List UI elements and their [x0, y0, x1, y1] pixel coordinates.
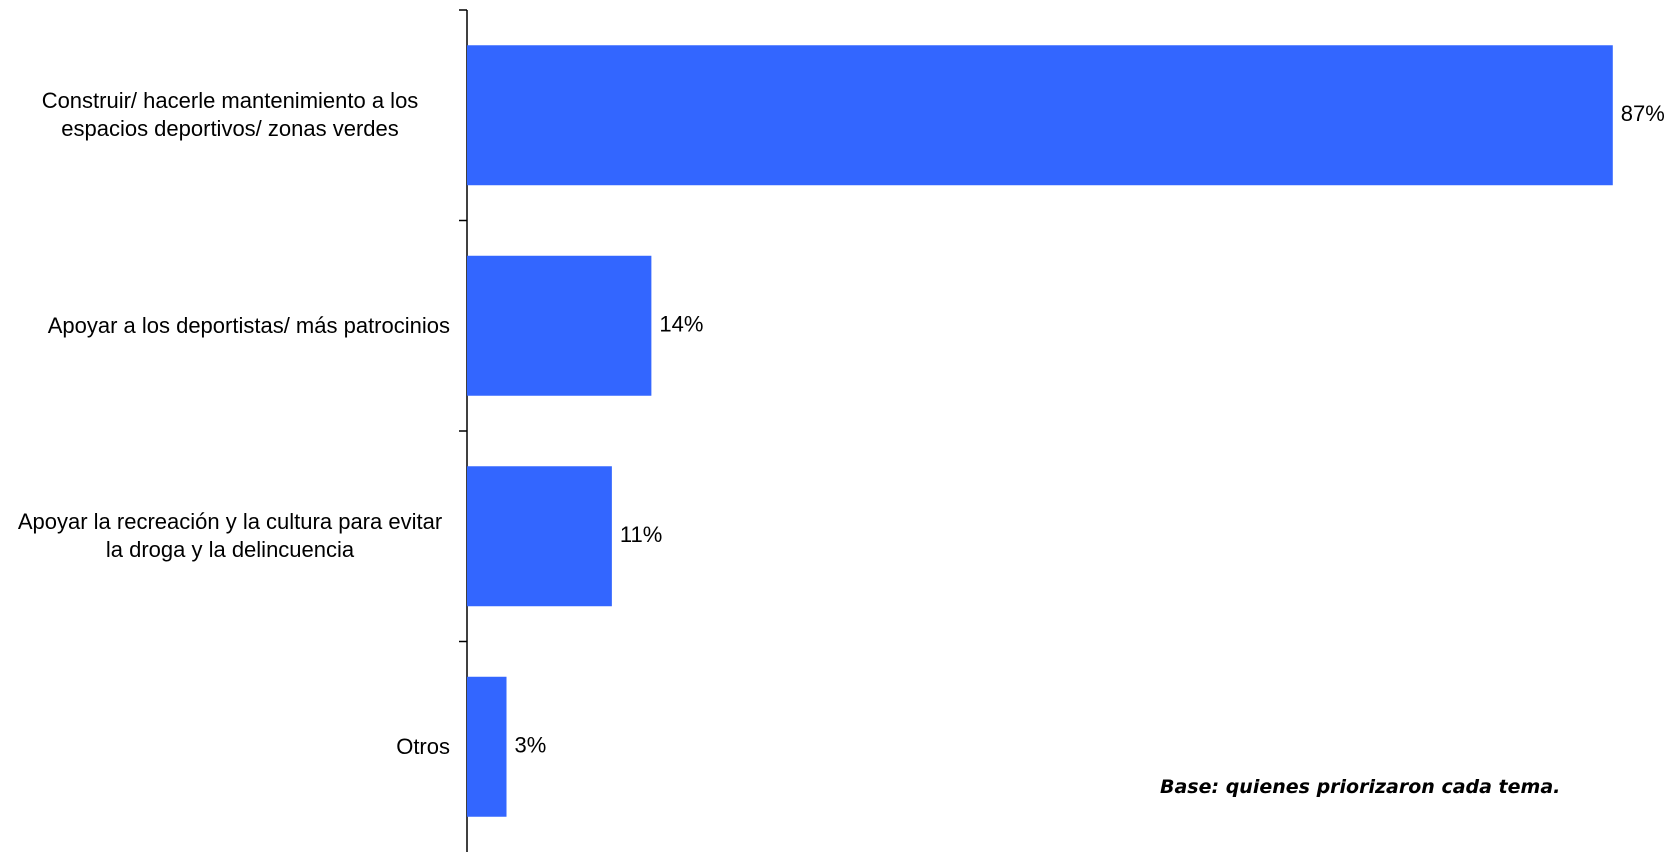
- bar: [467, 466, 612, 607]
- category-label-box: Otros: [0, 733, 450, 761]
- value-label: 11%: [620, 522, 662, 547]
- bar: [467, 676, 507, 817]
- footnote: Base: quienes priorizaron cada tema.: [1160, 776, 1561, 798]
- category-label: Apoyar la recreación y la cultura para e…: [17, 509, 443, 563]
- value-label: 3%: [515, 733, 547, 758]
- category-label-box: Construir/ hacerle mantenimiento a los e…: [0, 87, 450, 143]
- category-label-box: Apoyar la recreación y la cultura para e…: [0, 508, 450, 564]
- bar: [467, 255, 652, 396]
- bar: [467, 45, 1613, 186]
- category-label: Construir/ hacerle mantenimiento a los e…: [41, 88, 419, 142]
- value-label: 87%: [1621, 101, 1665, 126]
- category-label-box: Apoyar a los deportistas/ más patrocinio…: [0, 312, 450, 340]
- category-label: Otros: [396, 733, 450, 759]
- value-label: 14%: [659, 312, 703, 337]
- category-label: Apoyar a los deportistas/ más patrocinio…: [47, 312, 450, 338]
